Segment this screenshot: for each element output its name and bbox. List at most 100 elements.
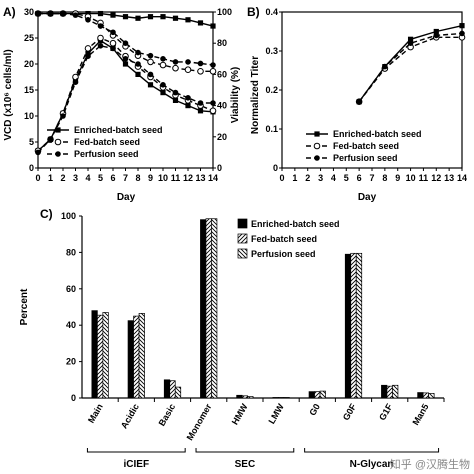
- panel-c-ylabel: Percent: [19, 288, 30, 325]
- watermark: 知乎 @汉腾生物: [390, 457, 470, 471]
- panel-c-bar: [127, 320, 134, 399]
- panel-b-y-tick-label: 0.4: [265, 7, 278, 17]
- panel-c-category-label: HMW: [230, 402, 250, 427]
- panel-c-group-bracket: [86, 448, 186, 453]
- panel-b-legend-marker: [313, 142, 321, 150]
- panel-b-legend: Enriched-batch seed Fed-batch seed Perfusi…: [306, 129, 422, 163]
- panel-a-legend-label: Fed-batch seed: [74, 137, 140, 147]
- panel-b-x-tick-label: 3: [318, 173, 323, 183]
- panel-b-x-tick-label: 2: [305, 173, 310, 183]
- panel-a-legend-label: Perfusion seed: [74, 149, 139, 159]
- panel-c-bar: [283, 397, 290, 399]
- panel-a-data-point: [97, 10, 104, 17]
- panel-b-legend-marker: [314, 131, 320, 137]
- panel-a-x-tick-label: 8: [135, 173, 140, 183]
- panel-a-data-point: [122, 56, 129, 62]
- panel-c-y-tick-label: 60: [66, 284, 76, 294]
- panel-c-group-bracket: [195, 448, 295, 453]
- panel-a-data-point: [122, 40, 129, 46]
- panel-b-y-tick-label: 0.3: [265, 46, 278, 56]
- panel-c-bar: [272, 397, 279, 399]
- panel-c-legend: Enriched-batch seed Fed-batch seed Perfusi…: [237, 218, 340, 259]
- panel-b-legend-label: Fed-batch seed: [333, 141, 399, 151]
- panel-a-x-tick-label: 10: [158, 173, 168, 183]
- panel-a-legend-marker: [54, 138, 62, 146]
- panel-b-x-tick-label: 1: [292, 173, 297, 183]
- panel-b-xlabel: Day: [358, 192, 377, 203]
- panel-a-y-right-tick-label: 20: [217, 132, 227, 142]
- panel-b-x-tick-label: 0: [279, 173, 284, 183]
- panel-a-data-point: [72, 79, 79, 85]
- panel-c-y-tick-label: 0: [71, 393, 76, 403]
- panel-a-data-point: [147, 71, 154, 78]
- panel-c-legend-swatch: [237, 248, 248, 259]
- panel-a-data-point: [60, 10, 66, 17]
- panel-c-bar: [278, 397, 285, 399]
- panel-a-data-point: [147, 14, 154, 20]
- panel-c-category-label: Monomer: [185, 402, 214, 443]
- panel-a-data-point: [185, 59, 191, 65]
- panel-a-x-tick-label: 0: [35, 173, 40, 183]
- panel-c-group-label: N-Glycan: [350, 459, 394, 470]
- panel-b-y-tick-label: 0: [273, 163, 278, 173]
- panel-b-x-tick-label: 4: [331, 173, 336, 183]
- panel-a-data-point: [122, 61, 129, 67]
- panel-a-data-point: [97, 34, 104, 42]
- panel-a-legend-marker: [55, 127, 61, 133]
- panel-c-bar: [102, 312, 109, 399]
- panel-a-data-point: [147, 82, 154, 88]
- panel-a-left-ylabel: VCD (x10⁶ cells/ml): [3, 49, 14, 140]
- panel-a-data-point: [85, 53, 91, 59]
- panel-b-data-point: [407, 36, 414, 42]
- panel-a-y-right-tick-label: 80: [217, 38, 227, 48]
- panel-c-category-label: G0F: [341, 402, 359, 423]
- panel-a-y-right-tick-label: 100: [217, 7, 232, 17]
- panel-a-data-point: [172, 59, 179, 65]
- panel-a-legend-marker: [55, 151, 61, 157]
- panel-c-bar: [169, 380, 176, 399]
- panel-a-data-point: [197, 67, 204, 75]
- panel-a-data-point: [210, 100, 216, 106]
- panel-b-legend-label: Perfusion seed: [333, 153, 398, 163]
- panel-a-y-right-tick-label: 40: [217, 101, 227, 111]
- panel-a-x-tick-label: 1: [48, 173, 53, 183]
- panel-c-category-label: G1F: [377, 402, 395, 423]
- panel-a-x-tick-label: 2: [60, 173, 65, 183]
- panel-a-data-point: [185, 17, 191, 23]
- panel-c-bar: [314, 391, 321, 399]
- panel-b-data-point: [407, 40, 414, 46]
- panel-b-data-point: [433, 32, 440, 39]
- panel-c-group-label: iCIEF: [124, 459, 150, 470]
- panel-a-data-point: [185, 103, 191, 109]
- panel-a-x-tick-label: 5: [98, 173, 103, 183]
- panel-a-data-point: [135, 49, 141, 56]
- panel-c-bar: [241, 395, 248, 399]
- panel-c: C) Percent Enriched-batch seed Fed-batch …: [19, 207, 445, 470]
- panel-c-legend-swatch: [237, 218, 248, 229]
- panel-c-group-label: SEC: [235, 459, 256, 470]
- panel-a-data-point: [185, 95, 191, 101]
- panel-c-bar: [344, 253, 352, 399]
- panel-a-data-point: [72, 12, 79, 18]
- panel-a-data-point: [197, 100, 204, 106]
- panel-c-bar: [96, 314, 104, 399]
- panel-a-y-right-tick-label: 0: [217, 163, 222, 173]
- panel-a-data-point: [209, 107, 217, 115]
- panel-a-data-point: [197, 60, 204, 67]
- panel-b-x-tick-label: 11: [419, 173, 429, 183]
- panel-a-y-right-tick-label: 60: [217, 69, 227, 79]
- panel-a-y-tick-label: 25: [24, 33, 34, 43]
- panel-b-legend-marker: [314, 155, 320, 161]
- panel-b-label: B): [247, 5, 260, 19]
- panel-b-x-tick-label: 5: [344, 173, 349, 183]
- panel-c-bar: [247, 396, 254, 399]
- panel-b-series-line: [358, 32, 463, 103]
- panel-a-right-ylabel: Viability (%): [230, 67, 241, 124]
- panel-c-legend-label: Fed-batch seed: [251, 234, 317, 244]
- panel-b-ylabel: Normalized Titer: [250, 56, 261, 134]
- panel-c-legend-label: Enriched-batch seed: [251, 219, 340, 229]
- panel-a-x-tick-label: 9: [148, 173, 153, 183]
- panel-c-group-bracket: [304, 448, 440, 453]
- panel-c-bar: [163, 379, 171, 399]
